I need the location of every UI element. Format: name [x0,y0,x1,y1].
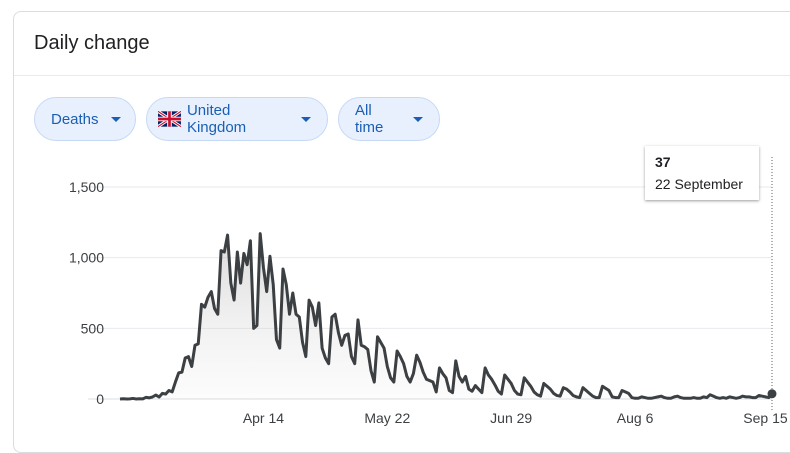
dropdown-caret-icon [301,116,311,122]
x-tick-label: Jun 29 [490,410,532,426]
metric-filter-label: Deaths [51,110,99,128]
daily-change-chart[interactable]: 0 500 1,000 1,500 Apr 14 May 22 Jun 29 Aug 6 Se… [0,0,790,439]
card-title: Daily change [34,32,150,54]
title-divider [14,75,790,76]
tooltip-value: 37 [655,154,671,170]
deaths-line [119,232,774,401]
x-tick-label: May 22 [364,410,410,426]
metric-filter-chip[interactable]: Deaths [34,97,136,141]
y-tick-label: 1,500 [69,179,104,195]
uk-flag-icon [158,110,181,128]
range-filter-label: All time [355,102,384,136]
y-tick-label: 500 [81,320,105,336]
region-filter-label: United Kingdom [186,102,247,136]
hover-tooltip: 37 22 September [645,146,759,200]
tooltip-date: 22 September [655,176,743,192]
deaths-area [120,233,772,399]
y-tick-label: 0 [96,391,104,407]
dropdown-caret-icon [413,116,423,122]
region-filter-chip[interactable]: United Kingdom [146,97,328,141]
x-tick-label: Apr 14 [243,410,284,426]
y-tick-label: 1,000 [69,250,104,266]
x-axis-ticks: Apr 14 May 22 Jun 29 Aug 6 Sep 15 [243,410,788,426]
x-tick-label: Aug 6 [617,410,654,426]
range-filter-chip[interactable]: All time [338,97,440,141]
x-tick-label: Sep 15 [743,410,788,426]
hover-data-point[interactable] [767,389,777,399]
y-axis-ticks: 0 500 1,000 1,500 [69,179,104,407]
dropdown-caret-icon [110,116,121,122]
